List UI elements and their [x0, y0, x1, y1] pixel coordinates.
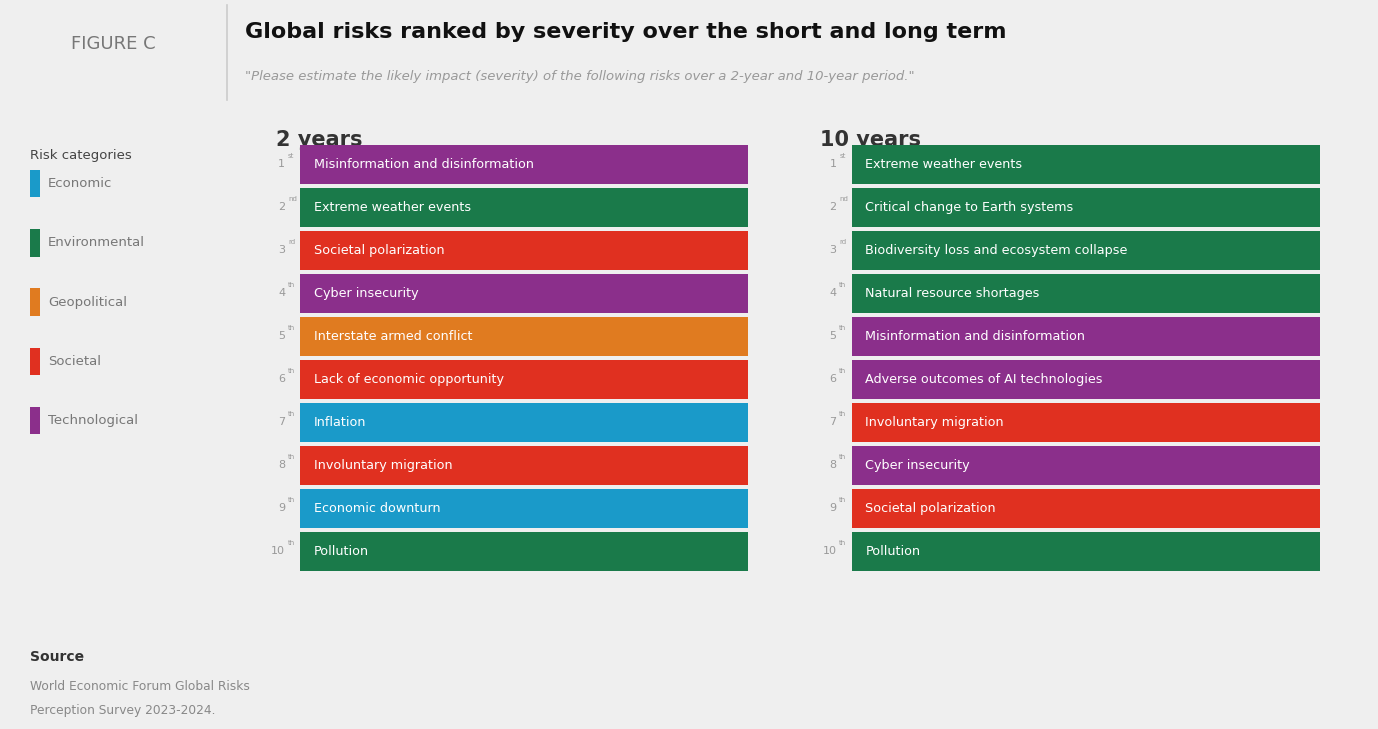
Text: 6: 6 — [830, 374, 836, 384]
FancyBboxPatch shape — [300, 403, 748, 442]
Text: Cyber insecurity: Cyber insecurity — [314, 286, 419, 300]
Text: 5: 5 — [278, 331, 285, 341]
Text: st: st — [288, 152, 295, 159]
Text: th: th — [288, 453, 295, 459]
FancyBboxPatch shape — [30, 170, 40, 198]
FancyBboxPatch shape — [852, 360, 1320, 399]
Text: 4: 4 — [830, 288, 836, 298]
FancyBboxPatch shape — [300, 274, 748, 313]
Text: th: th — [288, 539, 295, 545]
FancyBboxPatch shape — [852, 145, 1320, 184]
Text: Misinformation and disinformation: Misinformation and disinformation — [865, 330, 1086, 343]
Text: Involuntary migration: Involuntary migration — [865, 416, 1005, 429]
Text: 3: 3 — [830, 246, 836, 255]
Text: rd: rd — [839, 238, 846, 245]
Text: 10: 10 — [823, 546, 836, 556]
Text: th: th — [839, 539, 846, 545]
FancyBboxPatch shape — [852, 231, 1320, 270]
Text: st: st — [839, 152, 846, 159]
FancyBboxPatch shape — [852, 489, 1320, 528]
Text: 4: 4 — [278, 288, 285, 298]
Text: nd: nd — [839, 195, 847, 202]
Text: Economic downturn: Economic downturn — [314, 502, 441, 515]
Text: th: th — [288, 367, 295, 373]
Text: th: th — [839, 496, 846, 502]
Text: 8: 8 — [278, 460, 285, 470]
Text: Economic: Economic — [48, 177, 113, 190]
Text: Societal: Societal — [48, 355, 101, 367]
Text: Geopolitical: Geopolitical — [48, 295, 127, 308]
Text: 10 years: 10 years — [820, 130, 921, 150]
Text: th: th — [288, 281, 295, 288]
Text: 2: 2 — [830, 203, 836, 212]
Text: Lack of economic opportunity: Lack of economic opportunity — [314, 373, 504, 386]
Text: Societal polarization: Societal polarization — [865, 502, 996, 515]
Text: th: th — [839, 410, 846, 416]
Text: 8: 8 — [830, 460, 836, 470]
Text: Extreme weather events: Extreme weather events — [314, 200, 471, 214]
Text: Societal polarization: Societal polarization — [314, 243, 445, 257]
FancyBboxPatch shape — [852, 317, 1320, 356]
FancyBboxPatch shape — [300, 188, 748, 227]
Text: Technological: Technological — [48, 414, 138, 427]
FancyBboxPatch shape — [852, 188, 1320, 227]
Text: Pollution: Pollution — [314, 545, 369, 558]
Text: 7: 7 — [278, 417, 285, 427]
FancyBboxPatch shape — [852, 403, 1320, 442]
FancyBboxPatch shape — [300, 231, 748, 270]
Text: 9: 9 — [830, 503, 836, 513]
Text: Cyber insecurity: Cyber insecurity — [865, 459, 970, 472]
Text: th: th — [288, 324, 295, 330]
Text: Risk categories: Risk categories — [30, 149, 132, 162]
Text: 5: 5 — [830, 331, 836, 341]
Text: 1: 1 — [278, 160, 285, 169]
Text: Natural resource shortages: Natural resource shortages — [865, 286, 1040, 300]
Text: 7: 7 — [830, 417, 836, 427]
Text: Global risks ranked by severity over the short and long term: Global risks ranked by severity over the… — [245, 22, 1007, 42]
Text: Interstate armed conflict: Interstate armed conflict — [314, 330, 473, 343]
Text: 3: 3 — [278, 246, 285, 255]
Text: th: th — [288, 496, 295, 502]
FancyBboxPatch shape — [852, 532, 1320, 571]
Text: Biodiversity loss and ecosystem collapse: Biodiversity loss and ecosystem collapse — [865, 243, 1127, 257]
FancyBboxPatch shape — [300, 446, 748, 485]
Text: "Please estimate the likely impact (severity) of the following risks over a 2-ye: "Please estimate the likely impact (seve… — [245, 69, 915, 82]
Text: th: th — [839, 453, 846, 459]
FancyBboxPatch shape — [30, 348, 40, 375]
Text: Misinformation and disinformation: Misinformation and disinformation — [314, 157, 535, 171]
Text: Source: Source — [30, 650, 84, 664]
Text: Critical change to Earth systems: Critical change to Earth systems — [865, 200, 1073, 214]
Text: Inflation: Inflation — [314, 416, 367, 429]
Text: th: th — [288, 410, 295, 416]
Text: Pollution: Pollution — [865, 545, 921, 558]
Text: th: th — [839, 367, 846, 373]
Text: rd: rd — [288, 238, 295, 245]
Text: World Economic Forum Global Risks: World Economic Forum Global Risks — [30, 680, 251, 693]
Text: 1: 1 — [830, 160, 836, 169]
Text: 10: 10 — [271, 546, 285, 556]
FancyBboxPatch shape — [30, 407, 40, 434]
FancyBboxPatch shape — [300, 317, 748, 356]
Text: 2 years: 2 years — [276, 130, 362, 150]
Text: Extreme weather events: Extreme weather events — [865, 157, 1022, 171]
Text: th: th — [839, 281, 846, 288]
Text: th: th — [839, 324, 846, 330]
Text: 2: 2 — [278, 203, 285, 212]
FancyBboxPatch shape — [852, 274, 1320, 313]
Text: FIGURE C: FIGURE C — [70, 36, 156, 53]
Text: Environmental: Environmental — [48, 236, 145, 249]
FancyBboxPatch shape — [300, 532, 748, 571]
Text: Adverse outcomes of AI technologies: Adverse outcomes of AI technologies — [865, 373, 1102, 386]
FancyBboxPatch shape — [30, 289, 40, 316]
FancyBboxPatch shape — [300, 489, 748, 528]
FancyBboxPatch shape — [300, 360, 748, 399]
FancyBboxPatch shape — [852, 446, 1320, 485]
Text: nd: nd — [288, 195, 296, 202]
FancyBboxPatch shape — [300, 145, 748, 184]
Text: Involuntary migration: Involuntary migration — [314, 459, 453, 472]
Text: 9: 9 — [278, 503, 285, 513]
Text: 6: 6 — [278, 374, 285, 384]
FancyBboxPatch shape — [30, 229, 40, 257]
Text: Perception Survey 2023-2024.: Perception Survey 2023-2024. — [30, 703, 216, 717]
